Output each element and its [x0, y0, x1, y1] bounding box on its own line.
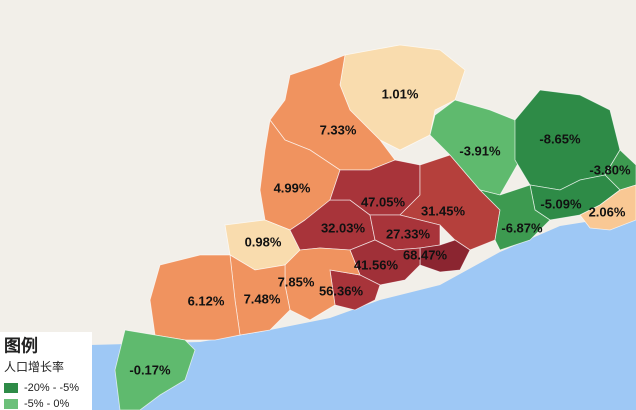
region-label: -3.91% [459, 143, 501, 158]
region-label: 56.36% [319, 283, 364, 298]
region-label: -3.80% [589, 162, 631, 177]
region-label: 1.01% [382, 86, 419, 101]
region-label: 4.99% [274, 180, 311, 195]
legend-box [0, 332, 92, 410]
legend-title: 图例 [4, 335, 38, 355]
regions [114, 44, 636, 410]
region-label: 7.48% [244, 291, 281, 306]
region-label: 0.98% [245, 234, 282, 249]
region [478, 184, 551, 251]
legend-items: -20% - -5% -5% - 0% [4, 382, 79, 410]
sea [90, 214, 636, 410]
region-label: -6.87% [501, 220, 543, 235]
region-label: -8.65% [539, 131, 581, 146]
region-label: 7.33% [320, 122, 357, 137]
legend-swatch [4, 383, 18, 393]
region-label: -0.17% [129, 362, 171, 377]
region-label: 2.06% [589, 204, 626, 219]
region-label: 41.56% [354, 257, 399, 272]
region [579, 184, 636, 231]
legend-swatch [4, 399, 18, 409]
region [114, 329, 196, 410]
region-label: 68.47% [403, 247, 448, 262]
region-label: 27.33% [386, 226, 431, 241]
region [429, 99, 521, 196]
region-labels: 1.01% 7.33% 4.99% 0.98% 32.03% 47.05% 31.45% 27… [129, 86, 631, 377]
region-label: -5.09% [540, 196, 582, 211]
region-label: 7.85% [278, 274, 315, 289]
legend-label: -20% - -5% [24, 382, 79, 394]
region [149, 254, 241, 341]
region-label: 31.45% [421, 203, 466, 218]
region-label: 6.12% [188, 293, 225, 308]
legend-label: -5% - 0% [24, 398, 69, 410]
region [419, 239, 471, 273]
region-label: 47.05% [361, 194, 406, 209]
legend-subtitle: 人口增长率 [4, 359, 64, 374]
region-label: 32.03% [321, 220, 366, 235]
